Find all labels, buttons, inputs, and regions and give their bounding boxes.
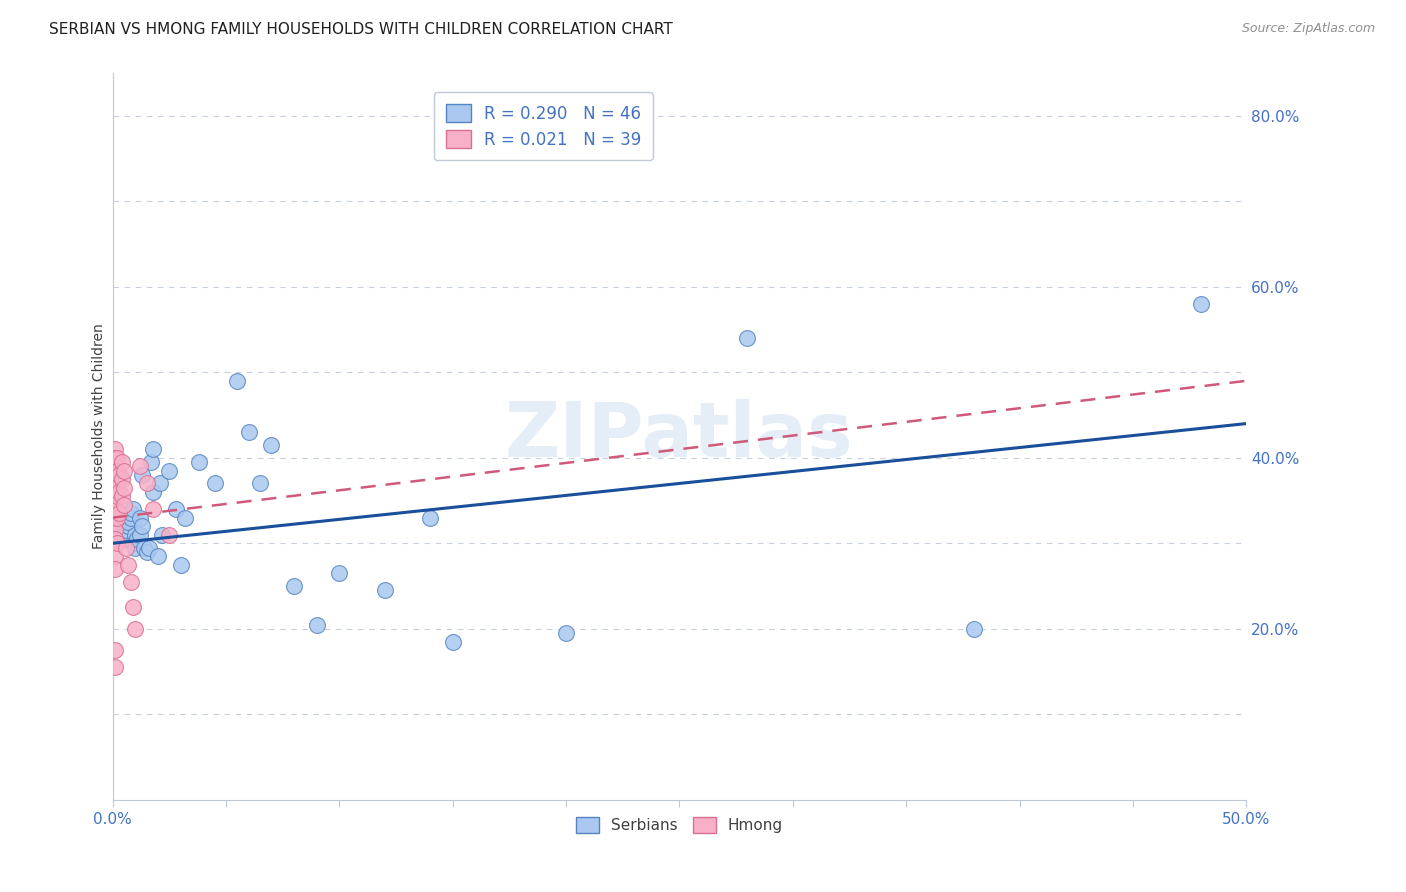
Point <box>419 510 441 524</box>
Text: Source: ZipAtlas.com: Source: ZipAtlas.com <box>1241 22 1375 36</box>
Point <box>124 541 146 555</box>
Point <box>105 464 128 478</box>
Point <box>441 634 464 648</box>
Text: SERBIAN VS HMONG FAMILY HOUSEHOLDS WITH CHILDREN CORRELATION CHART: SERBIAN VS HMONG FAMILY HOUSEHOLDS WITH … <box>49 22 673 37</box>
Point <box>104 459 127 474</box>
Point <box>142 442 165 457</box>
Point <box>110 455 132 469</box>
Point <box>104 562 127 576</box>
Point <box>204 476 226 491</box>
Point <box>1189 297 1212 311</box>
Text: ZIPatlas: ZIPatlas <box>505 400 853 474</box>
Point <box>104 524 127 538</box>
Point <box>104 450 127 465</box>
Point <box>112 498 135 512</box>
Point <box>104 476 127 491</box>
Point <box>131 519 153 533</box>
Point <box>105 476 128 491</box>
Point <box>374 583 396 598</box>
Point <box>165 502 187 516</box>
Point <box>104 485 127 500</box>
Point <box>104 532 127 546</box>
Point <box>105 519 128 533</box>
Point <box>135 476 157 491</box>
Point <box>157 528 180 542</box>
Point <box>112 532 135 546</box>
Point <box>131 467 153 482</box>
Point <box>120 507 142 521</box>
Point <box>187 455 209 469</box>
Point <box>108 485 131 500</box>
Point <box>128 528 150 542</box>
Point <box>117 519 139 533</box>
Point <box>149 476 172 491</box>
Point <box>104 549 127 563</box>
Point <box>146 549 169 563</box>
Point <box>127 532 149 546</box>
Point <box>135 545 157 559</box>
Point <box>108 467 131 482</box>
Point <box>139 455 162 469</box>
Point <box>238 425 260 439</box>
Point <box>108 507 131 521</box>
Point <box>249 476 271 491</box>
Y-axis label: Family Households with Children: Family Households with Children <box>93 324 107 549</box>
Point <box>328 566 350 581</box>
Point <box>117 558 139 572</box>
Point <box>104 502 127 516</box>
Point <box>124 528 146 542</box>
Point <box>963 622 986 636</box>
Point <box>104 442 127 457</box>
Point <box>120 510 142 524</box>
Point <box>128 459 150 474</box>
Point <box>120 574 142 589</box>
Point <box>112 481 135 495</box>
Point <box>142 485 165 500</box>
Point <box>142 502 165 516</box>
Point <box>283 579 305 593</box>
Point <box>110 472 132 486</box>
Point <box>115 541 138 555</box>
Point <box>105 489 128 503</box>
Point <box>108 507 131 521</box>
Point <box>104 643 127 657</box>
Legend: Serbians, Hmong: Serbians, Hmong <box>569 811 789 839</box>
Point <box>105 510 128 524</box>
Point <box>104 515 127 529</box>
Point <box>128 510 150 524</box>
Point <box>104 467 127 482</box>
Point <box>104 493 127 508</box>
Point <box>138 541 160 555</box>
Point <box>124 622 146 636</box>
Point <box>157 464 180 478</box>
Point <box>104 660 127 674</box>
Point <box>122 600 145 615</box>
Point <box>174 510 197 524</box>
Point <box>115 524 138 538</box>
Point <box>117 515 139 529</box>
Point <box>260 438 283 452</box>
Point <box>112 464 135 478</box>
Point <box>122 536 145 550</box>
Point <box>169 558 191 572</box>
Point <box>105 450 128 465</box>
Point <box>134 541 156 555</box>
Point <box>122 502 145 516</box>
Point <box>110 489 132 503</box>
Point <box>737 331 759 345</box>
Point <box>105 536 128 550</box>
Point <box>555 626 578 640</box>
Point <box>152 528 174 542</box>
Point <box>305 617 328 632</box>
Point <box>226 374 249 388</box>
